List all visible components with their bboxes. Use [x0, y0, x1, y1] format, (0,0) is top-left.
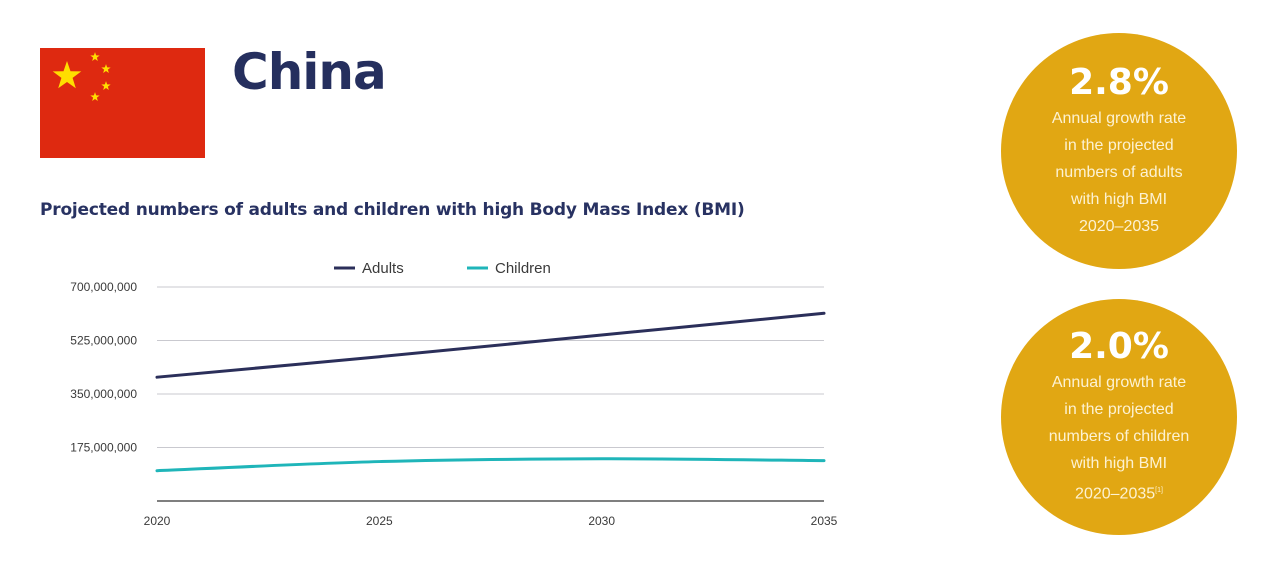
- adults-growth-caption-line: numbers of adults: [1055, 163, 1183, 181]
- children-growth-caption-line: Annual growth rate: [1051, 373, 1187, 391]
- footnote-ref: [1]: [1155, 486, 1163, 494]
- bmi-line-chart: 175,000,000 350,000,000 525,000,000 700,000…: [70, 260, 838, 528]
- y-tick-label: 175,000,000: [70, 441, 137, 455]
- adults-growth-caption-line: in the projected: [1064, 136, 1174, 154]
- flag-small-star: [101, 64, 111, 73]
- series-line-children: [155, 457, 826, 473]
- flag-small-star: [101, 81, 111, 90]
- x-tick-label: 2035: [811, 514, 838, 528]
- x-tick-label: 2030: [588, 514, 615, 528]
- flag-small-star: [90, 52, 100, 61]
- series-line-adults: [155, 311, 826, 379]
- flag-large-star: [52, 61, 82, 89]
- legend-label-children: Children: [495, 260, 551, 277]
- adults-growth-caption-line: with high BMI: [1070, 190, 1168, 208]
- chart-title: Projected numbers of adults and children…: [40, 200, 745, 220]
- adults-growth-value: 2.8%: [1069, 61, 1169, 103]
- y-tick-label: 350,000,000: [70, 387, 137, 401]
- children-growth-caption-line: numbers of children: [1048, 427, 1190, 445]
- y-tick-label: 700,000,000: [70, 280, 137, 294]
- legend-label-adults: Adults: [362, 260, 404, 277]
- adults-growth-stat: 2.8% Annual growth rate in the projected…: [1001, 33, 1237, 269]
- children-growth-value: 2.0%: [1069, 325, 1169, 367]
- x-tick-label: 2025: [366, 514, 393, 528]
- adults-growth-caption-line: Annual growth rate: [1051, 109, 1187, 127]
- china-flag: [40, 48, 205, 158]
- children-growth-caption-line: with high BMI: [1070, 454, 1168, 472]
- flag-small-star: [90, 92, 100, 101]
- x-tick-label: 2020: [144, 514, 171, 528]
- y-tick-label: 525,000,000: [70, 334, 137, 348]
- country-title: China: [232, 43, 387, 101]
- children-growth-caption-line: in the projected: [1064, 400, 1174, 418]
- children-growth-stat: 2.0% Annual growth rate in the projected…: [1001, 299, 1237, 535]
- children-growth-period: 2020–2035: [1075, 485, 1156, 503]
- flag-field: [40, 48, 205, 158]
- adults-growth-caption-line: 2020–2035: [1078, 217, 1160, 235]
- children-growth-caption-line: 2020–2035[1]: [1075, 477, 1163, 507]
